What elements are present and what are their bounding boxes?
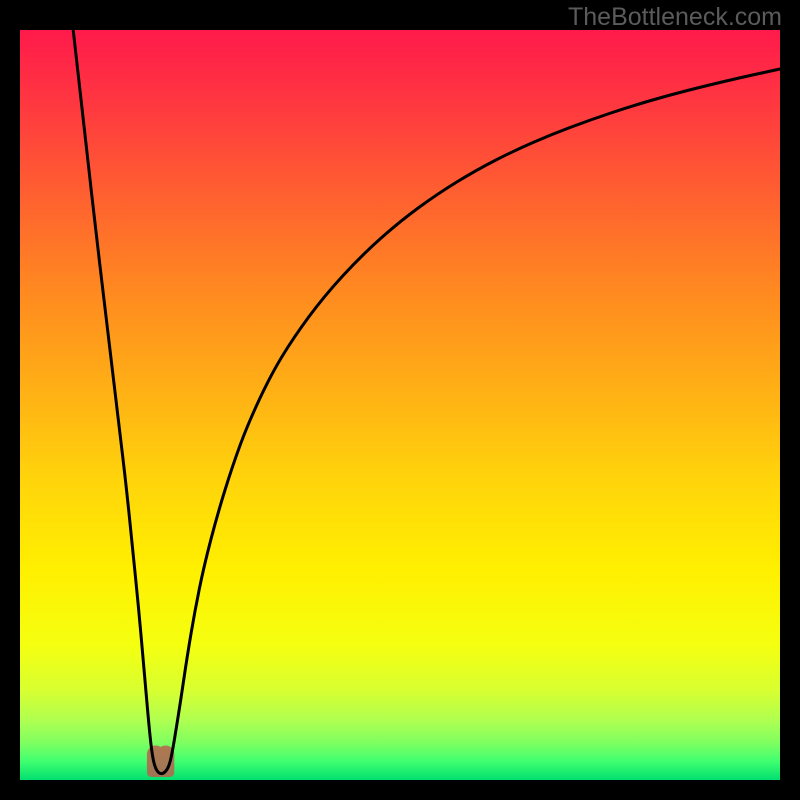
frame-border (0, 0, 20, 800)
watermark-text: TheBottleneck.com (568, 3, 782, 32)
chart-svg (0, 0, 800, 800)
frame-border (780, 0, 800, 800)
frame-border (0, 780, 800, 800)
bottleneck-curve (73, 30, 780, 774)
